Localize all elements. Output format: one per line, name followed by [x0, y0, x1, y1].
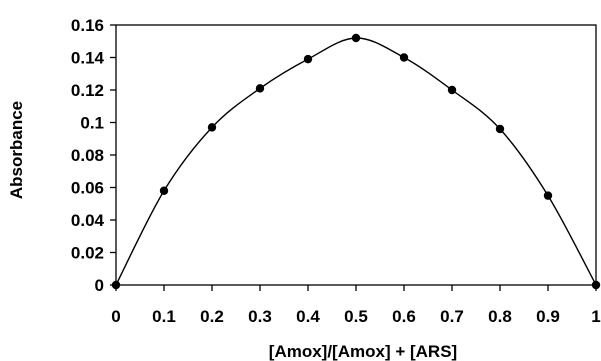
data-point: [495, 124, 505, 134]
x-tick-label: 0.7: [440, 307, 464, 326]
x-tick-label: 0.8: [488, 307, 512, 326]
y-tick-label: 0.16: [71, 16, 104, 35]
x-tick-label: 0.4: [296, 307, 320, 326]
x-tick-label: 0: [111, 307, 120, 326]
x-tick-label: 0.6: [392, 307, 416, 326]
y-tick-label: 0.04: [71, 211, 105, 230]
y-tick-label: 0.12: [71, 81, 104, 100]
data-point: [447, 85, 457, 95]
series-line: [115, 37, 597, 286]
data-point: [399, 53, 409, 62]
data-point: [111, 280, 121, 290]
y-tick-label: 0.1: [80, 114, 104, 133]
data-point: [591, 280, 601, 290]
data-point: [543, 191, 553, 200]
data-point: [303, 54, 313, 64]
x-tick-label: 0.2: [200, 307, 224, 326]
y-axis-title: Absorbance: [7, 101, 26, 199]
data-point: [207, 123, 217, 132]
x-tick-label: 0.9: [536, 307, 560, 326]
x-axis-ticks: 0 0.1 0.2 0.3 0.4 0.5 0.6 0.7 0.8 0.9 1: [111, 285, 601, 326]
data-point: [351, 33, 361, 43]
x-tick-label: 0.1: [152, 307, 176, 326]
y-tick-label: 0.06: [71, 179, 104, 198]
x-tick-label: 1: [591, 307, 600, 326]
y-axis-ticks: 0 0.02 0.04 0.06 0.08 0.1 0.12 0.14 0.16: [71, 16, 116, 295]
y-tick-label: 0.02: [71, 244, 104, 263]
series-group: [111, 33, 601, 290]
x-tick-label: 0.3: [248, 307, 272, 326]
data-point: [255, 84, 265, 93]
x-tick-label: 0.5: [344, 307, 368, 326]
y-tick-label: 0.14: [71, 49, 105, 68]
y-tick-label: 0: [95, 276, 104, 295]
y-tick-label: 0.08: [71, 146, 104, 165]
x-axis-title: [Amox]/[Amox] + [ARS]: [269, 342, 457, 361]
data-point: [159, 186, 169, 195]
